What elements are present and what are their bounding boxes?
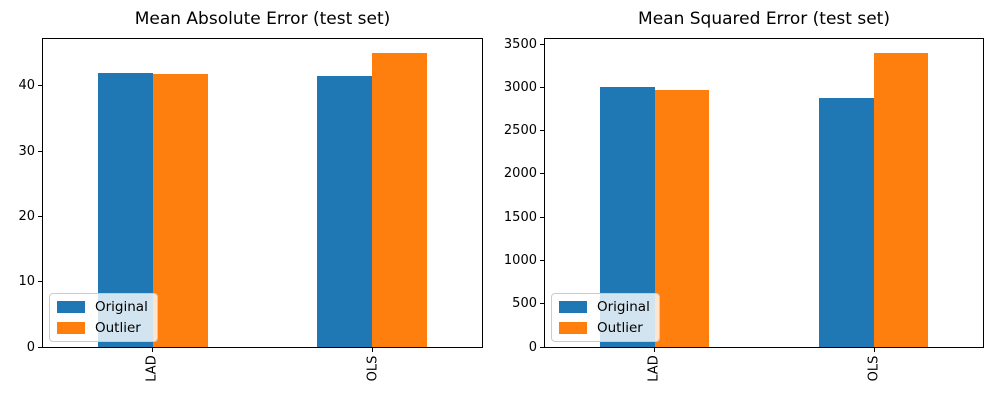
y-tick-label: 3000 xyxy=(503,79,537,95)
plot-area xyxy=(544,38,984,348)
legend-label-original: Original xyxy=(597,299,650,315)
y-tick-label: 0 xyxy=(528,339,537,355)
legend: Original Outlier xyxy=(551,293,660,342)
chart-title: Mean Absolute Error (test set) xyxy=(134,9,391,29)
y-tick-label: 500 xyxy=(512,296,537,312)
y-tick-mark xyxy=(38,281,42,283)
y-tick-label: 0 xyxy=(26,339,35,355)
y-tick-mark xyxy=(540,86,544,88)
x-tick-mark xyxy=(372,348,374,352)
y-tick-mark xyxy=(38,215,42,217)
x-tick-mark xyxy=(151,348,153,352)
y-tick-label: 2000 xyxy=(503,166,537,182)
y-tick-mark xyxy=(540,216,544,218)
y-tick-label: 1000 xyxy=(503,252,537,268)
x-tick-label-lad: LAD xyxy=(646,355,662,382)
y-tick-mark xyxy=(540,130,544,132)
y-tick-mark xyxy=(540,43,544,45)
legend-swatch-outlier-icon xyxy=(57,322,85,334)
legend-item-original: Original xyxy=(57,299,148,315)
bar-outlier-ols xyxy=(372,53,428,347)
y-tick-label: 3500 xyxy=(503,36,537,52)
y-tick-mark xyxy=(38,85,42,87)
bar-original-ols xyxy=(818,98,874,347)
legend-swatch-original-icon xyxy=(57,301,85,313)
legend-label-outlier: Outlier xyxy=(597,320,643,336)
bar-outlier-ols xyxy=(873,53,929,347)
y-tick-label: 10 xyxy=(18,274,35,290)
y-tick-label: 40 xyxy=(18,78,35,94)
legend-label-outlier: Outlier xyxy=(95,320,141,336)
legend-item-original: Original xyxy=(559,299,650,315)
legend-label-original: Original xyxy=(95,299,148,315)
bar-original-ols xyxy=(317,76,373,347)
bar-outlier-lad xyxy=(654,90,710,347)
y-tick-label: 20 xyxy=(18,208,35,224)
legend: Original Outlier xyxy=(49,293,158,342)
x-tick-mark xyxy=(653,348,655,352)
legend-item-outlier: Outlier xyxy=(559,320,650,336)
chart-title: Mean Squared Error (test set) xyxy=(638,9,890,29)
y-tick-mark xyxy=(540,303,544,305)
legend-item-outlier: Outlier xyxy=(57,320,148,336)
plot-area xyxy=(42,38,483,348)
legend-swatch-original-icon xyxy=(559,301,587,313)
y-tick-mark xyxy=(38,346,42,348)
y-tick-mark xyxy=(38,150,42,152)
y-tick-label: 30 xyxy=(18,143,35,159)
x-tick-mark xyxy=(873,348,875,352)
y-tick-mark xyxy=(540,346,544,348)
y-tick-mark xyxy=(540,173,544,175)
bar-outlier-lad xyxy=(152,74,208,347)
legend-swatch-outlier-icon xyxy=(559,322,587,334)
x-tick-label-ols: OLS xyxy=(866,355,882,382)
y-tick-label: 2500 xyxy=(503,123,537,139)
y-tick-mark xyxy=(540,259,544,261)
y-tick-label: 1500 xyxy=(503,209,537,225)
